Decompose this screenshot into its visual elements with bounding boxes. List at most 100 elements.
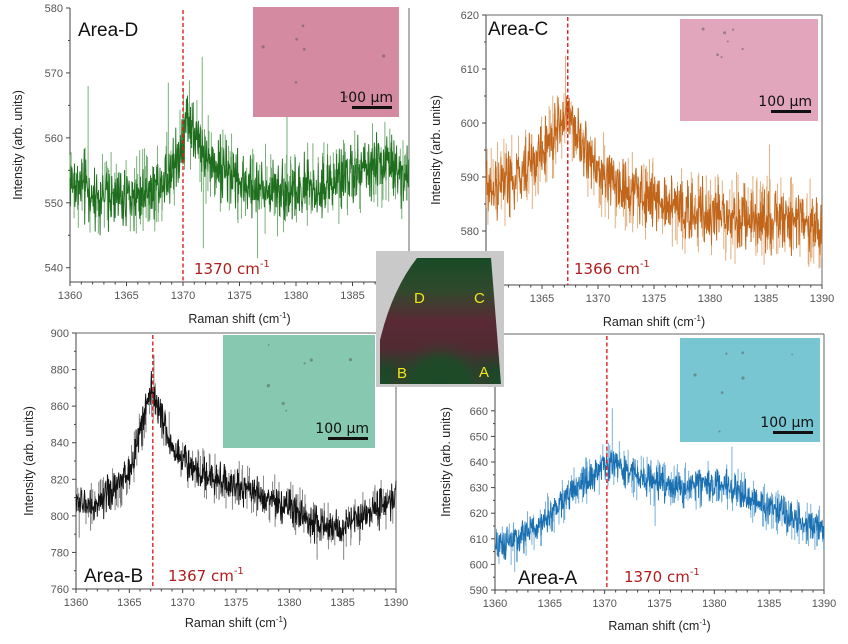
sample-photo: D C B A [376,251,504,387]
x-tick-label: 1365 [117,597,141,609]
y-tick-label: 570 [45,68,63,80]
y-tick-label: 760 [51,584,69,596]
x-tick-label: 1365 [530,293,554,305]
micrograph-inset: 100 µm [223,335,375,448]
micrograph-speck [718,430,721,433]
micrograph-speck [720,391,724,395]
x-tick-label: 1385 [330,597,354,609]
x-tick-label: 1375 [642,293,666,305]
x-tick-label: 1370 [170,597,194,609]
sample-letter-a: A [479,364,489,381]
y-tick-label: 610 [461,64,479,76]
x-axis-title: Raman shift (cm-1) [603,314,705,329]
sample-letter-b: B [397,365,407,382]
scale-bar-label: 100 µm [760,415,814,431]
x-tick-label: 1380 [702,598,726,610]
y-tick-label: 600 [470,559,488,571]
micrograph-speck [701,27,705,31]
x-tick-label: 1365 [538,598,562,610]
micrograph-image [680,19,818,121]
micrograph-speck [382,54,386,58]
spectrum-series [69,95,410,236]
x-axis-title: Raman shift (cm-1) [188,311,290,326]
micrograph-speck [726,40,729,43]
x-tick-label: 1360 [483,598,507,610]
area-title: Area-B [84,566,143,587]
y-tick-label: 550 [45,198,63,210]
micrograph-speck [303,362,306,365]
micrograph-speck [723,31,727,35]
x-tick-label: 1370 [592,598,616,610]
scale-bar [352,106,392,109]
scale-bar-label: 100 µm [315,421,369,437]
micrograph-speck [294,80,298,84]
x-tick-label: 1390 [384,597,408,609]
sample-letter-d: D [414,290,425,307]
x-tick-label: 1380 [284,290,308,302]
micrograph-speck [301,24,305,28]
sample-letter-c: C [474,290,485,307]
y-axis-title: Intensity (arb. units) [22,406,36,516]
y-tick-label: 840 [51,438,69,450]
y-tick-label: 580 [45,3,63,15]
micrograph-inset: 100 µm [680,19,818,121]
peak-label: 1367 cm-1 [168,566,244,585]
micrograph-image [680,338,820,442]
y-tick-label: 610 [470,534,488,546]
x-tick-label: 1370 [171,290,195,302]
micrograph-speck [693,373,697,377]
y-tick-label: 860 [51,401,69,413]
x-tick-label: 1390 [810,293,834,305]
y-axis-title: Intensity (arb. units) [439,407,453,517]
micrograph-inset: 100 µm [253,7,399,117]
y-tick-label: 880 [51,365,69,377]
micrograph-speck [345,95,349,99]
x-tick-label: 1385 [757,598,781,610]
micrograph-inset: 100 µm [680,338,820,442]
micrograph-speck [281,401,285,406]
x-tick-label: 1360 [58,290,82,302]
x-tick-label: 1375 [224,597,248,609]
chart-area-b: 760 780 800 820 840 860 880 900 1360 1365 1370 1375… [22,328,408,630]
y-tick-label: 540 [45,263,63,275]
micrograph-speck [720,55,723,59]
micrograph-speck [309,358,313,362]
x-tick-label: 1390 [812,598,836,610]
y-tick-label: 590 [461,172,479,184]
x-tick-label: 1385 [340,290,364,302]
x-tick-label: 1380 [277,597,301,609]
area-title: Area-C [488,19,548,40]
peak-label: 1370 cm-1 [624,567,700,586]
y-tick-label: 620 [461,10,479,22]
y-axis-title: Intensity (arb. units) [429,95,443,205]
micrograph-speck [716,53,719,57]
micrograph-speck [741,47,744,51]
micrograph-speck [725,352,728,355]
peak-label: 1366 cm-1 [574,259,650,278]
x-axis-title: Raman shift (cm-1) [185,615,287,630]
spectrum-series [494,451,825,560]
y-tick-label: 630 [470,483,488,495]
micrograph-speck [741,376,745,380]
micrograph-speck [295,37,299,41]
y-tick-label: 590 [470,585,488,597]
y-tick-label: 900 [51,328,69,340]
micrograph-speck [261,45,265,49]
y-tick-label: 780 [51,547,69,559]
x-tick-label: 1370 [586,293,610,305]
scale-bar-label: 100 µm [758,94,812,110]
micrograph-speck [266,383,271,388]
area-title: Area-D [78,20,138,41]
y-tick-label: 600 [461,118,479,130]
y-tick-label: 640 [470,457,488,469]
chart-area-a: 590 600 610 620 630 640 650 660 1360 1365 1370 1375… [439,333,836,633]
scale-bar [773,431,813,434]
peak-label: 1370 cm-1 [194,259,270,278]
y-tick-label: 580 [461,226,479,238]
scale-bar [771,110,811,113]
micrograph-speck [791,353,793,356]
micrograph-speck [302,47,306,51]
x-tick-label: 1375 [227,290,251,302]
micrograph-speck [267,343,270,346]
y-tick-label: 620 [470,508,488,520]
